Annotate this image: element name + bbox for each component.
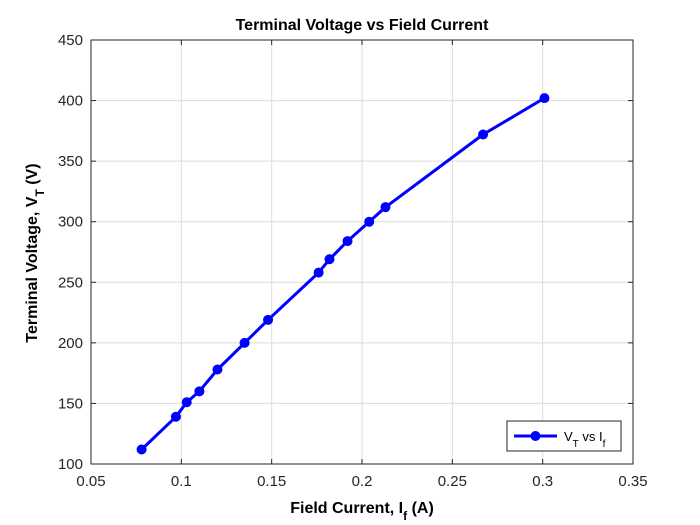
data-point (212, 364, 223, 375)
legend-marker-swatch (530, 431, 541, 441)
data-point (478, 129, 489, 140)
series-layer (136, 93, 550, 455)
data-point (239, 337, 250, 348)
x-tick-label: 0.05 (76, 473, 105, 490)
data-point (170, 411, 181, 422)
data-point (313, 267, 324, 278)
y-tick-label: 450 (58, 32, 83, 49)
x-tick-label: 0.3 (532, 473, 553, 490)
data-point (136, 444, 147, 455)
x-tick-label: 0.35 (618, 473, 647, 490)
x-tick-label: 0.1 (171, 473, 192, 490)
data-point (324, 254, 335, 265)
data-point (342, 236, 353, 247)
data-point (263, 314, 274, 325)
y-tick-label: 300 (58, 214, 83, 231)
x-axis-label: Field Current, If (A) (290, 500, 434, 523)
y-tick-label: 400 (58, 93, 83, 110)
data-point (380, 202, 391, 213)
y-tick-label: 100 (58, 456, 83, 473)
data-point (181, 397, 192, 408)
y-tick-label: 200 (58, 335, 83, 352)
y-axis-label: Terminal Voltage, VT (V) (24, 163, 47, 342)
legend-entry-label: VT vs If (564, 429, 606, 450)
y-tick-label: 250 (58, 274, 83, 291)
legend: VT vs If (506, 420, 622, 452)
x-axis: 0.05 0.1 0.15 0.2 0.25 0.3 0.35 (76, 40, 648, 490)
y-tick-label: 350 (58, 153, 83, 170)
x-tick-label: 0.2 (352, 473, 373, 490)
y-tick-label: 150 (58, 395, 83, 412)
chart-title: Terminal Voltage vs Field Current (236, 17, 489, 34)
x-tick-label: 0.15 (257, 473, 286, 490)
data-point (539, 93, 550, 104)
y-axis: 100 150 200 250 300 350 400 450 (58, 32, 633, 473)
data-point (194, 386, 205, 397)
x-tick-label: 0.25 (438, 473, 467, 490)
data-point (364, 216, 375, 227)
